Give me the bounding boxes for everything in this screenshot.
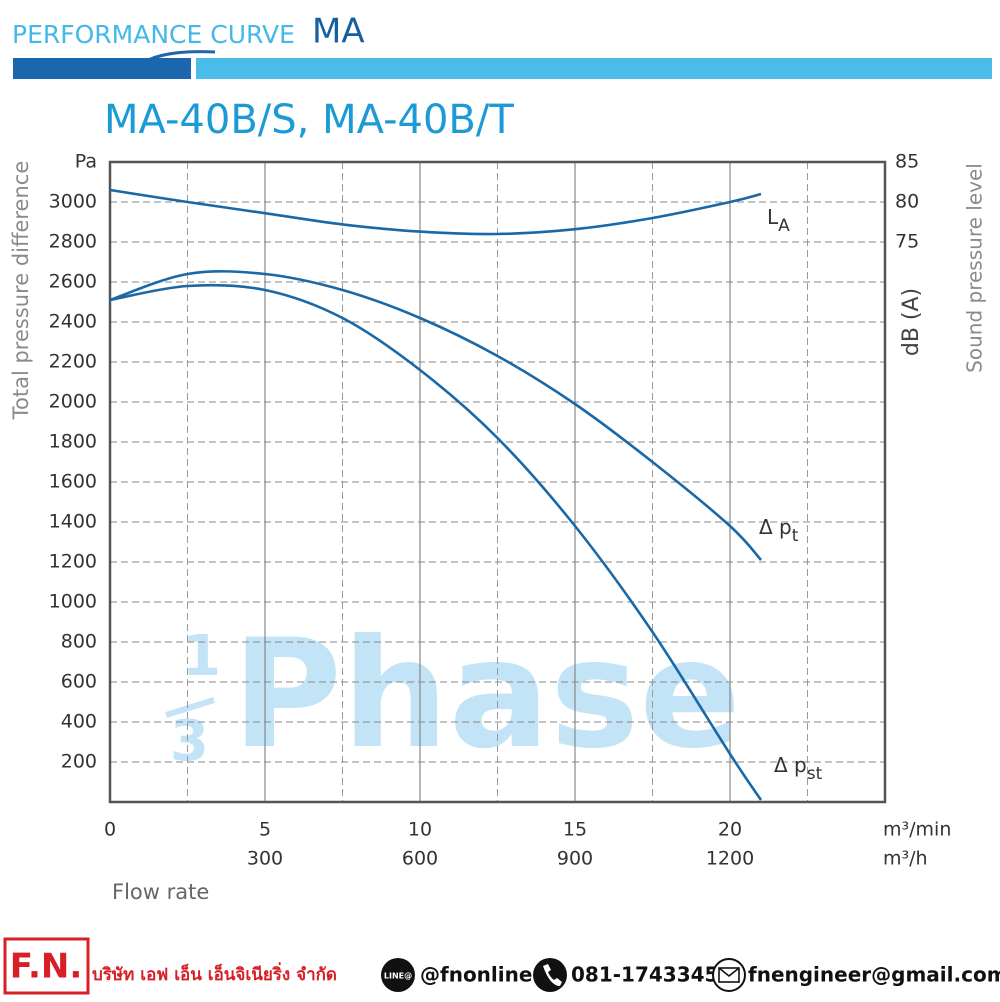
curve-label-subscript: st: [807, 764, 823, 784]
x-axis-label: Flow rate: [112, 880, 209, 904]
curve-label-name: Δ p: [774, 753, 807, 777]
y-tick-label: 2800: [49, 231, 97, 253]
line-icon: [381, 958, 415, 992]
x-tick-label: 20: [718, 819, 742, 841]
watermark-bar: [165, 697, 215, 718]
email: fnengineer@gmail.com: [748, 963, 1000, 987]
curve-label-subscript: t: [792, 526, 799, 546]
footer: F.N. บริษัท เอฟ เอ็น เอ็นจิเนียริ่ง จำกั…: [3, 937, 1000, 995]
company-name: บริษัท เอฟ เอ็น เอ็นจิเนียริ่ง จำกัด: [92, 962, 337, 985]
plot-frame: [108, 160, 887, 804]
x2-tick-label: 1200: [706, 848, 754, 870]
x2-tick-label: 300: [247, 848, 283, 870]
y-tick-label: 2400: [49, 311, 97, 333]
y-tick-label: 1400: [49, 511, 97, 533]
y-unit: Pa: [75, 151, 97, 173]
x2-tick-label: 600: [402, 848, 438, 870]
curve-label: Δ pst: [774, 753, 823, 785]
curve-label-name: L: [767, 205, 779, 229]
y-tick-label: 3000: [49, 191, 97, 213]
x-tick-label: 15: [563, 819, 587, 841]
y-tick-label: 1000: [49, 591, 97, 613]
x-tick-label: 10: [408, 819, 432, 841]
curve: [109, 283, 763, 801]
phone: 081-1743345: [571, 963, 718, 987]
y2-tick-label: 75: [895, 231, 919, 253]
curve-label-subscript: A: [778, 216, 790, 236]
line-badge: LINE@: [384, 972, 412, 981]
y2-axis-label: dB (A): [899, 288, 924, 356]
y2-tick-label: 80: [895, 191, 919, 213]
y2-axis-label-secondary: Sound pressure level: [963, 163, 987, 373]
phone-icon: [533, 958, 567, 992]
x2-tick-label: 900: [557, 848, 593, 870]
watermark-numerator: 1: [182, 624, 221, 689]
header-bar-light: [196, 58, 992, 79]
y2-tick-label: 85: [895, 151, 919, 173]
curve: [109, 188, 762, 236]
y-tick-label: 2000: [49, 391, 97, 413]
y-tick-label: 1600: [49, 471, 97, 493]
y-axis-label: Total pressure difference: [9, 161, 33, 421]
phone-glyph: [543, 964, 562, 986]
y-tick-label: 200: [61, 751, 97, 773]
y-tick-label: 400: [61, 711, 97, 733]
x-tick-label: 0: [104, 819, 116, 841]
chart-title: MA-40B/S, MA-40B/T: [104, 97, 514, 143]
header-title: PERFORMANCE CURVE: [12, 20, 295, 49]
x-unit: m³/min: [883, 819, 951, 841]
curve-label: LA: [767, 205, 790, 237]
watermark-denominator: 3: [170, 709, 209, 774]
y-tick-label: 800: [61, 631, 97, 653]
email-envelope: [718, 967, 740, 983]
y-tick-label: 1200: [49, 551, 97, 573]
header-bar-dark: [13, 58, 191, 79]
y-tick-label: 600: [61, 671, 97, 693]
curve: [109, 270, 762, 561]
logo-box: [3, 937, 90, 995]
email-flap: [718, 967, 740, 978]
y-tick-label: 2200: [49, 351, 97, 373]
logo: F.N.: [10, 947, 83, 987]
curve-label: Δ pt: [759, 515, 799, 547]
header-swoosh: [126, 50, 216, 79]
y-tick-label: 1800: [49, 431, 97, 453]
line-id: @fnonline: [420, 963, 532, 987]
y-tick-label: 2600: [49, 271, 97, 293]
x-tick-label: 5: [259, 819, 271, 841]
watermark-text: Phase: [232, 608, 741, 782]
curve-label-name: Δ p: [759, 515, 792, 539]
x2-unit: m³/h: [883, 848, 928, 870]
header-model: MA: [312, 12, 365, 52]
